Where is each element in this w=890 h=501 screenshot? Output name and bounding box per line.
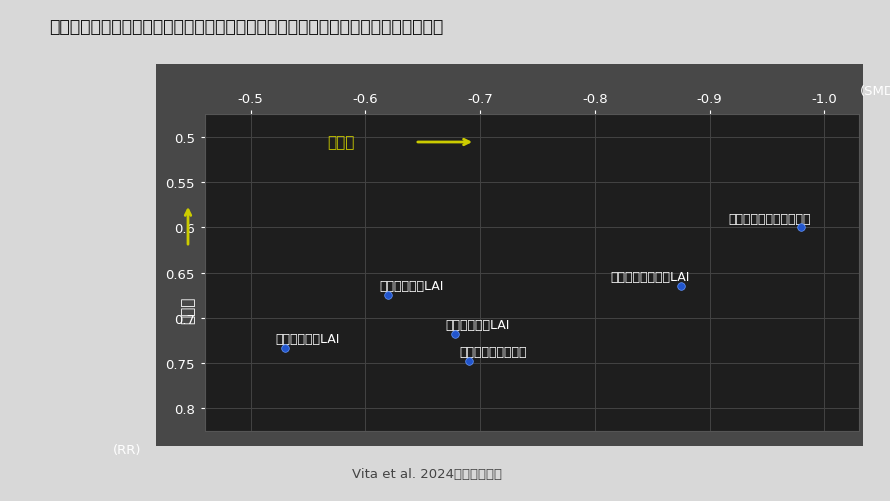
Text: リスペリドンLAI: リスペリドンLAI bbox=[379, 280, 443, 293]
Point bbox=[462, 357, 476, 365]
Text: アリピプラゾールLAI: アリピプラゾールLAI bbox=[611, 271, 690, 284]
Point bbox=[674, 283, 688, 291]
Point bbox=[381, 292, 395, 300]
Text: オランザピン経口薬: オランザピン経口薬 bbox=[459, 346, 527, 359]
Point bbox=[795, 224, 809, 232]
Text: パリペリドンLAI: パリペリドンLAI bbox=[276, 332, 340, 345]
Text: オランザピンLAI: オランザピンLAI bbox=[446, 319, 510, 332]
Text: 受容性: 受容性 bbox=[181, 296, 196, 323]
Point bbox=[448, 330, 462, 338]
Point bbox=[278, 344, 292, 352]
Text: 有効性: 有効性 bbox=[328, 135, 355, 150]
Text: Vita et al. 2024より引用作成: Vita et al. 2024より引用作成 bbox=[352, 467, 502, 480]
Text: 統合失調症スペクトラム障害急性期における持効性注射製剤の有効性と受容性の比較: 統合失調症スペクトラム障害急性期における持効性注射製剤の有効性と受容性の比較 bbox=[49, 18, 443, 36]
Text: アリピプラゾール経口薬: アリピプラゾール経口薬 bbox=[728, 212, 811, 225]
Text: (SMD): (SMD) bbox=[860, 85, 890, 98]
Text: (RR): (RR) bbox=[113, 443, 142, 456]
